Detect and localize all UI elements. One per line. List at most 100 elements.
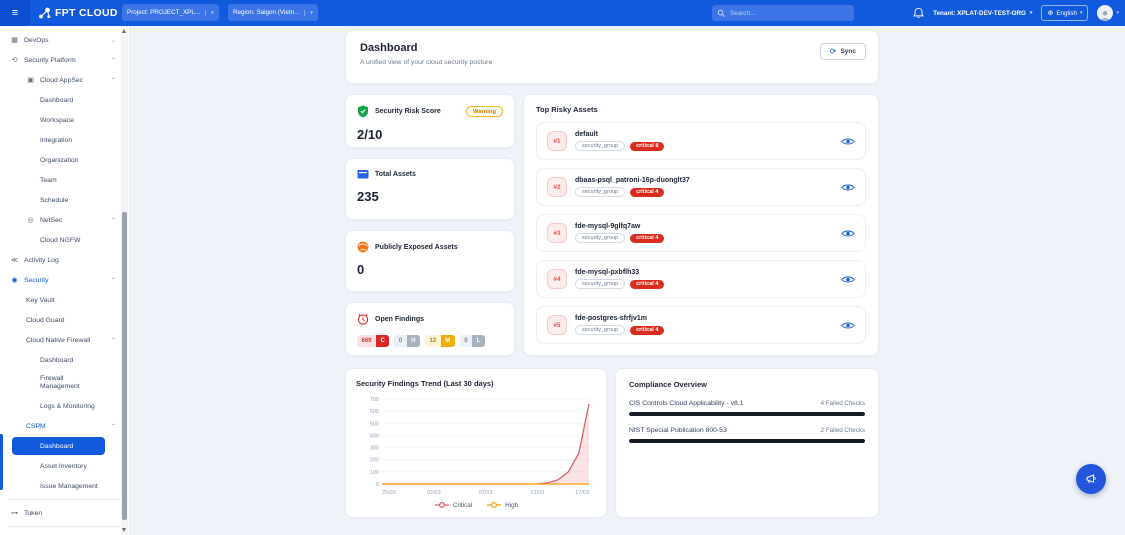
sidebar-item-workspace[interactable]: Workspace (40, 116, 74, 124)
rank-badge: #2 (547, 177, 567, 197)
sidebar-item-team[interactable]: Team (40, 176, 57, 184)
activity-log-icon: ≪ (10, 257, 19, 264)
sidebar-item-integration[interactable]: Integration (40, 136, 73, 144)
risky-asset-row[interactable]: #4 fde-mysql-pxbflh33 security_group cri… (536, 260, 866, 298)
scroll-up-arrow[interactable] (122, 29, 126, 33)
netsec-icon: ◎ (27, 217, 34, 224)
brand-logo[interactable]: FPT CLOUD (38, 0, 118, 26)
risky-asset-row[interactable]: #5 fde-postgres-sfrfjv1m security_group … (536, 306, 866, 344)
view-eye-icon[interactable] (841, 321, 855, 330)
total-assets-card: Total Assets 235 (345, 158, 515, 220)
asset-type-tag: security_group (575, 187, 626, 197)
page-title: Dashboard (360, 42, 418, 54)
asset-name: fde-mysql-pxbflh33 (575, 269, 640, 276)
svg-text:0: 0 (376, 482, 379, 488)
low-chip: 0 L (459, 335, 485, 347)
severity-chips: 669 C 0 H 12 M 0 L (357, 335, 503, 347)
risky-asset-row[interactable]: #3 fde-mysql-9glfq7aw security_group cri… (536, 214, 866, 252)
notification-bell-icon[interactable] (913, 7, 924, 19)
asset-name: fde-mysql-9glfq7aw (575, 223, 641, 230)
menu-button[interactable]: ≡ (0, 0, 30, 26)
alarm-icon (357, 314, 369, 325)
svg-text:400: 400 (370, 433, 379, 439)
compliance-overview-panel: Compliance Overview CIS Controls Cloud A… (615, 368, 879, 518)
risky-asset-row[interactable]: #1 default security_group critical 8 (536, 122, 866, 160)
sidebar-item-cnf-dashboard[interactable]: Dashboard (40, 356, 74, 364)
security-icon: ◉ (11, 277, 18, 284)
security-platform-icon: ⟲ (11, 57, 18, 64)
asset-name: dbaas-psql_patroni-16p-duonglt37 (575, 177, 690, 184)
compliance-row[interactable]: CIS Controls Cloud Applicability - v8.1 … (629, 400, 865, 416)
sidebar-item-cloud-native-firewall[interactable]: Cloud Native Firewall ⌃ (26, 336, 116, 344)
stats-column: Security Risk Score Warning 2/10 Total A… (345, 94, 515, 356)
project-label: Project: PROJECT_XPL... (127, 9, 201, 16)
announcement-fab[interactable] (1076, 464, 1106, 494)
chevron-down-icon: ▾ (1116, 10, 1119, 16)
rank-badge: #4 (547, 269, 567, 289)
sidebar-item-logs-monitoring[interactable]: Logs & Monitoring (40, 402, 95, 410)
region-selector[interactable]: Region: Saigon (Vietn... ▾ (228, 4, 318, 21)
sidebar-item-cloud-ngfw[interactable]: Cloud NGFW (40, 236, 81, 244)
active-section-indicator (0, 434, 3, 490)
sidebar-item-netsec[interactable]: ◎ NetSec ⌃ (27, 216, 116, 225)
sidebar-item-asset-inventory[interactable]: Asset Inventory (40, 462, 87, 470)
sidebar-item-token[interactable]: ⊶ Token (11, 509, 43, 518)
risky-asset-row[interactable]: #2 dbaas-psql_patroni-16p-duonglt37 secu… (536, 168, 866, 206)
chart-legend: Critical High (356, 501, 596, 509)
sidebar-item-devops[interactable]: ▦ DevOps ⌄ (11, 36, 116, 45)
sidebar-item-security-platform[interactable]: ⟲ Security Platform ⌃ (11, 56, 116, 65)
severity-badge: critical 8 (630, 141, 665, 151)
sidebar-scrollbar[interactable] (121, 26, 128, 535)
user-menu[interactable]: ▾ (1097, 5, 1119, 21)
sidebar-item-firewall-management[interactable]: Firewall Management (40, 374, 80, 390)
scroll-down-arrow[interactable] (122, 528, 126, 532)
chevron-up-icon: ⌃ (110, 57, 116, 64)
view-eye-icon[interactable] (841, 183, 855, 192)
search-box[interactable] (712, 5, 854, 21)
tenant-selector[interactable]: Tenant: XPLAT-DEV-TEST-ORG ▾ (933, 10, 1032, 17)
shield-icon (358, 105, 368, 118)
compliance-bar (629, 439, 865, 443)
avatar (1097, 5, 1114, 21)
tenant-label: Tenant: XPLAT-DEV-TEST-ORG (933, 9, 1026, 17)
exposed-assets-value: 0 (357, 262, 365, 277)
language-selector[interactable]: ⊕ English ▾ (1041, 5, 1089, 21)
legend-critical[interactable]: Critical (434, 501, 472, 509)
project-selector[interactable]: Project: PROJECT_XPL... ▾ (122, 4, 219, 21)
asset-name: fde-postgres-sfrfjv1m (575, 315, 647, 322)
view-eye-icon[interactable] (841, 137, 855, 146)
sidebar-item-key-vault[interactable]: Key Vault (26, 296, 55, 304)
sidebar-item-cloud-guard[interactable]: Cloud Guard (26, 316, 65, 324)
legend-high[interactable]: High (486, 501, 518, 509)
risk-score-card: Security Risk Score Warning 2/10 (345, 94, 515, 148)
sidebar-item-cspm[interactable]: CSPM ⌃ (26, 422, 116, 430)
sidebar-item-organization[interactable]: Organization (40, 156, 79, 164)
globe-icon: ⊕ (1047, 10, 1054, 17)
legend-marker-icon (434, 501, 449, 509)
chart-title: Security Findings Trend (Last 30 days) (356, 379, 494, 388)
severity-badge: critical 4 (630, 233, 665, 243)
critical-chip: 669 C (357, 335, 390, 347)
sidebar-item-issue-management[interactable]: Issue Management (40, 482, 98, 490)
sidebar-item-cloud-appsec[interactable]: ▣ Cloud AppSec ⌃ (27, 76, 116, 85)
sidebar-item-schedule[interactable]: Schedule (40, 196, 69, 204)
chevron-up-icon: ⌃ (110, 217, 116, 224)
view-eye-icon[interactable] (841, 229, 855, 238)
refresh-icon: ⟳ (829, 47, 837, 56)
sync-button[interactable]: ⟳ Sync (819, 43, 866, 60)
search-icon (717, 9, 726, 17)
chevron-down-icon: ▾ (1029, 10, 1033, 16)
sidebar-item-appsec-dashboard[interactable]: Dashboard (40, 96, 74, 104)
sidebar-item-cspm-dashboard[interactable]: Dashboard (12, 437, 105, 455)
sidebar-item-security[interactable]: ◉ Security ⌃ (11, 276, 116, 285)
chevron-up-icon: ⌃ (110, 77, 116, 84)
svg-text:500: 500 (370, 421, 379, 427)
svg-text:700: 700 (370, 397, 379, 403)
scrollbar-thumb[interactable] (122, 212, 127, 520)
search-input[interactable] (730, 9, 845, 17)
compliance-row[interactable]: NIST Special Publication 800-53 2 Failed… (629, 427, 865, 443)
sidebar-item-activity-log[interactable]: ≪ Activity Log (10, 256, 59, 265)
compliance-bar (629, 412, 865, 416)
failed-checks: 4 Failed Checks (820, 400, 865, 407)
view-eye-icon[interactable] (841, 275, 855, 284)
